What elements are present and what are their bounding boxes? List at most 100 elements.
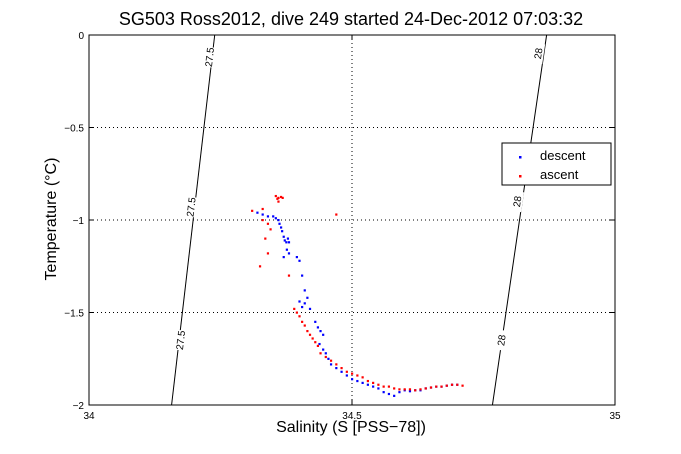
contour-label: 27.5 [175,330,188,351]
ascent-point [281,196,284,199]
descent-point [372,385,375,388]
descent-point [340,370,343,373]
ascent-point [287,274,291,277]
descent-point [283,239,286,242]
ascent-point [351,372,354,375]
ascent-point [293,307,296,310]
ascent-point [435,385,438,388]
descent-point [322,348,325,351]
descent-point [256,211,259,214]
ascent-point [308,333,312,336]
ascent-point [261,207,264,211]
ascent-point [274,194,277,198]
grid-lines [89,35,615,405]
descent-point [266,215,270,218]
ascent-point [298,315,301,318]
ascent-point [419,388,422,391]
ascent-point [340,367,343,370]
descent-point [318,342,321,346]
contour-label-bg [174,329,188,351]
descent-point [327,357,330,360]
descent-point [393,394,396,397]
ascent-point [314,341,317,344]
ascent-point [311,337,314,340]
descent-point [319,330,322,333]
descent-point [279,226,283,229]
descent-point [398,391,401,394]
legend-label-ascent: ascent [540,167,579,182]
legend-box [501,142,612,186]
ascent-point [266,222,270,225]
descent-point [366,383,369,386]
legend: descent ascent [501,142,612,186]
ascent-point [424,387,427,390]
descent-point [272,215,275,218]
descent-point [314,320,317,323]
descent-point [377,387,380,390]
ascent-point [398,388,401,391]
descent-point [322,333,325,336]
x-axis-ticks: 34 34.5 35 [83,35,621,422]
legend-marker-ascent [519,175,522,178]
ascent-point [335,213,338,216]
descent-point [382,391,385,394]
descent-point [408,390,412,393]
contour-label: 27.5 [204,47,217,68]
data-points [251,194,464,397]
descent-point [306,296,309,299]
descent-point [282,235,285,238]
descent-point [335,367,338,370]
legend-marker-descent [519,156,522,159]
descent-point [345,374,348,377]
y-tick-label: −0.5 [64,124,84,135]
descent-point [298,259,301,262]
descent-point [278,222,281,225]
ascent-point [316,344,320,347]
descent-point [361,381,364,384]
ascent-point [258,265,262,268]
descent-point [287,252,291,255]
ascent-point [269,228,272,231]
ascent-point [319,352,322,355]
ascent-point [461,384,464,387]
descent-point [298,300,301,303]
descent-point [308,307,312,310]
chart-title: SG503 Ross2012, dive 249 started 24-Dec-… [119,9,583,29]
descent-point [303,289,306,292]
y-tick-label: −2 [73,401,85,412]
ascent-point [377,383,380,386]
descent-point [301,305,304,309]
descent-point [274,217,277,220]
contour-label-bg [203,46,217,68]
descent-point [285,241,288,244]
ascent-point [403,388,406,391]
y-tick-label: −1 [73,216,85,227]
contour-label-bg [185,196,198,218]
descent-point [285,248,288,251]
descent-point [324,352,327,355]
y-tick-label: 0 [78,31,84,42]
ascent-point [445,384,448,387]
contour-label-bg [495,329,509,351]
contour-label: 28 [512,195,525,208]
ascent-point [387,385,391,388]
descent-point [277,219,280,222]
ascent-point [366,379,369,383]
descent-point [286,237,290,240]
ascent-point [266,252,270,255]
ascent-point [324,355,327,359]
descent-point [351,378,354,381]
descent-point [295,256,298,259]
contour-label-bg [532,42,546,65]
ascent-point [276,197,279,200]
descent-point [301,274,304,277]
ascent-point [301,320,304,323]
x-axis-label: Salinity (S [PSS−78]) [276,419,426,436]
descent-point [316,326,320,329]
ascent-point [295,311,298,314]
x-tick-label: 35 [609,411,621,422]
descent-point [282,256,285,259]
ascent-point [329,359,333,362]
legend-label-descent: descent [540,148,586,163]
